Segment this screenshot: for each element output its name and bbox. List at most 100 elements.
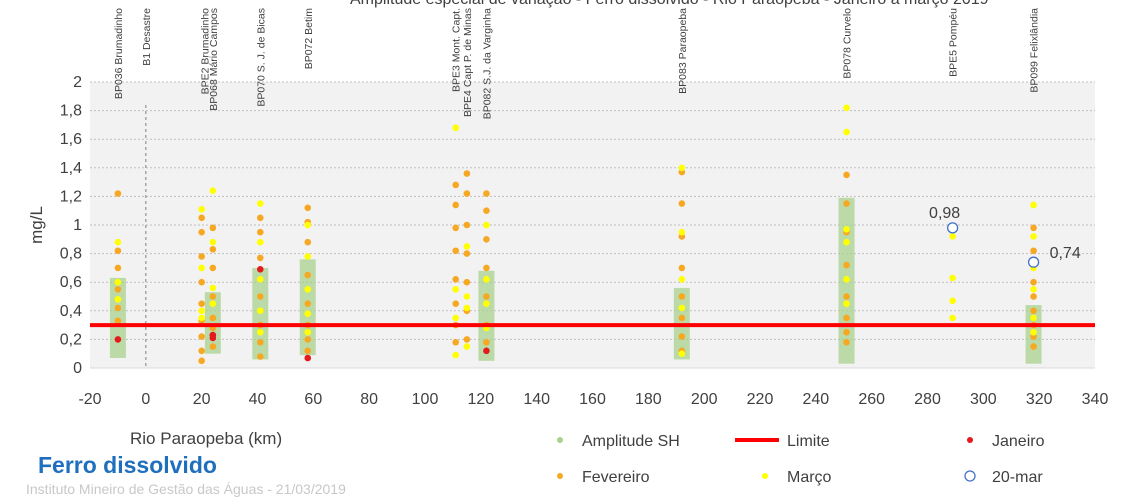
point-fevereiro bbox=[256, 353, 264, 360]
point-fevereiro bbox=[678, 200, 686, 207]
point-fevereiro bbox=[304, 300, 312, 307]
point-fevereiro bbox=[114, 317, 122, 325]
point-marco bbox=[1030, 233, 1037, 240]
point-fevereiro bbox=[483, 293, 490, 300]
point-fevereiro bbox=[209, 314, 217, 322]
point-fevereiro bbox=[198, 214, 205, 222]
station-label: B1 Desastre bbox=[141, 8, 153, 66]
x-tick-label: 300 bbox=[970, 391, 997, 408]
station-label: BPE5 Pompéu bbox=[948, 8, 960, 77]
point-marco bbox=[949, 233, 956, 240]
point-fevereiro bbox=[483, 207, 490, 214]
x-tick-label: 340 bbox=[1082, 391, 1109, 408]
point-fevereiro bbox=[198, 357, 205, 365]
point-fevereiro bbox=[452, 201, 460, 209]
point-marco bbox=[209, 187, 217, 194]
point-fevereiro bbox=[483, 190, 490, 197]
point-janeiro bbox=[114, 336, 122, 343]
point-marco bbox=[209, 284, 217, 292]
point-fevereiro bbox=[114, 286, 122, 293]
point-fevereiro bbox=[1030, 307, 1037, 315]
point-marco bbox=[483, 221, 490, 229]
point-fevereiro bbox=[114, 247, 122, 255]
point-fevereiro bbox=[198, 347, 205, 355]
point-marco bbox=[452, 351, 460, 359]
station-label: BP099 Felixlândia bbox=[1029, 8, 1041, 93]
chart-title: Ferro dissolvido bbox=[38, 452, 217, 478]
point-fevereiro bbox=[483, 264, 490, 272]
point-fevereiro bbox=[463, 336, 471, 343]
point-fevereiro bbox=[304, 238, 312, 246]
x-tick-label: 20 bbox=[193, 391, 211, 408]
y-tick-label: 1,2 bbox=[60, 188, 82, 205]
point-marco bbox=[304, 253, 312, 260]
point-fevereiro bbox=[304, 347, 312, 355]
point-marco bbox=[678, 164, 686, 172]
point-fevereiro bbox=[209, 343, 217, 350]
point-janeiro bbox=[304, 354, 312, 362]
point-marco bbox=[114, 238, 122, 246]
legend-janeiro-swatch bbox=[967, 437, 973, 443]
point-fevereiro bbox=[304, 336, 312, 343]
point-fevereiro bbox=[256, 254, 264, 262]
point-fevereiro bbox=[256, 228, 264, 236]
point-marco bbox=[843, 238, 850, 246]
point-marco bbox=[198, 314, 205, 322]
point-fevereiro bbox=[114, 304, 122, 312]
point-fevereiro bbox=[209, 293, 217, 300]
point-marco bbox=[256, 238, 264, 246]
source-footer: Instituto Mineiro de Gestão das Águas - … bbox=[26, 481, 346, 497]
point-fevereiro bbox=[114, 264, 122, 272]
point-fevereiro bbox=[483, 338, 490, 346]
point-marco bbox=[1030, 314, 1037, 322]
point-fevereiro bbox=[1030, 247, 1037, 255]
point-marco bbox=[256, 200, 264, 207]
legend-label: 20-mar bbox=[992, 469, 1043, 486]
point-marco bbox=[843, 225, 850, 233]
station-label: BP036 Brumadinho bbox=[113, 8, 125, 99]
x-tick-label: 260 bbox=[858, 391, 885, 408]
x-tick-label: 320 bbox=[1026, 391, 1053, 408]
point-fevereiro bbox=[452, 247, 460, 255]
point-fevereiro bbox=[678, 333, 686, 340]
callout-label: 0,98 bbox=[929, 205, 960, 222]
point-fevereiro bbox=[678, 314, 686, 322]
point-marco bbox=[256, 328, 264, 336]
point-fevereiro bbox=[463, 221, 471, 229]
point-marco bbox=[949, 314, 956, 322]
y-tick-label: 2 bbox=[73, 74, 82, 91]
y-tick-label: 0,6 bbox=[60, 274, 82, 291]
point-fevereiro bbox=[198, 333, 205, 340]
point-marco bbox=[198, 264, 205, 272]
point-marco bbox=[843, 128, 850, 136]
amplitude-bar bbox=[299, 259, 316, 356]
point-fevereiro bbox=[1030, 343, 1037, 350]
point-marco bbox=[463, 243, 471, 250]
y-axis-title: mg/L bbox=[27, 206, 46, 244]
point-marco bbox=[949, 297, 956, 305]
point-janeiro bbox=[483, 347, 490, 355]
point-marco bbox=[678, 304, 686, 312]
amplitude-bar bbox=[204, 292, 221, 354]
point-fevereiro bbox=[209, 224, 217, 232]
point-marco bbox=[483, 276, 490, 283]
point-marco bbox=[463, 304, 471, 312]
point-fevereiro bbox=[1030, 278, 1037, 286]
station-label: BPE4 Capt P. de Minas bbox=[462, 8, 474, 117]
legend-20-mar-swatch bbox=[964, 470, 976, 482]
legend-label: Março bbox=[787, 469, 832, 486]
point-fevereiro bbox=[843, 261, 850, 269]
point-marco bbox=[949, 274, 956, 282]
x-tick-label: -20 bbox=[78, 391, 101, 408]
x-tick-label: 280 bbox=[914, 391, 941, 408]
point-marco bbox=[256, 276, 264, 283]
x-tick-label: 180 bbox=[635, 391, 662, 408]
point-marco bbox=[452, 286, 460, 293]
point-fevereiro bbox=[304, 271, 312, 279]
y-tick-label: 0,2 bbox=[60, 331, 82, 348]
x-tick-label: 240 bbox=[802, 391, 829, 408]
point-janeiro bbox=[256, 266, 264, 273]
point-fevereiro bbox=[483, 236, 490, 243]
legend-marco-swatch bbox=[762, 473, 768, 479]
x-tick-label: 160 bbox=[579, 391, 606, 408]
